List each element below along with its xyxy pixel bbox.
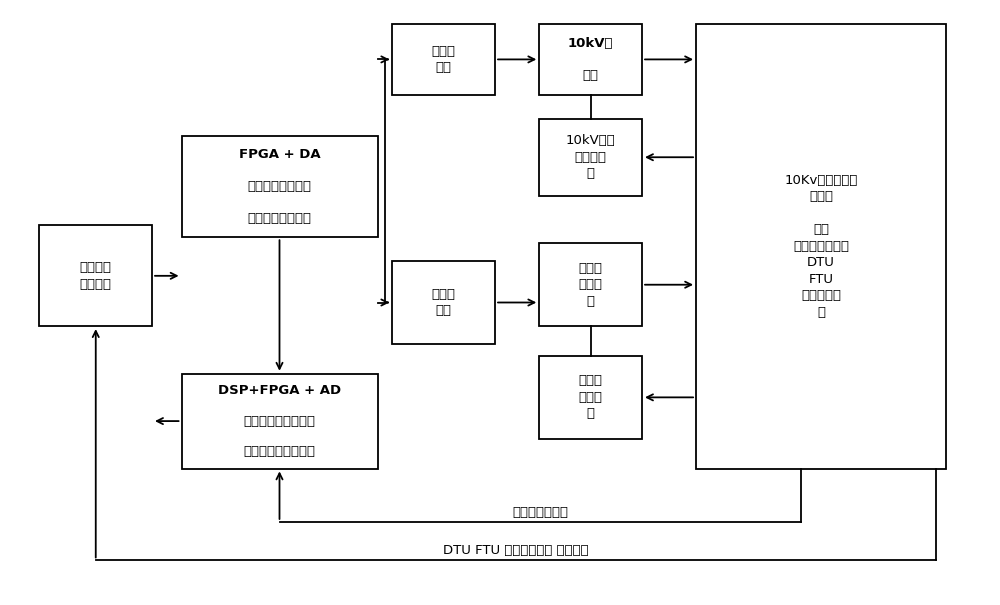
Bar <box>539 356 642 439</box>
Text: 标准电
流互感
器: 标准电 流互感 器 <box>579 374 603 420</box>
Bar <box>182 137 378 237</box>
Text: 压器: 压器 <box>583 69 599 82</box>
Text: 10kV标准
电压互感
器: 10kV标准 电压互感 器 <box>566 134 616 180</box>
Text: 加载故障录波数据: 加载故障录波数据 <box>248 180 312 194</box>
Bar <box>539 119 642 196</box>
Text: 生成故障模拟信号: 生成故障模拟信号 <box>248 212 312 226</box>
Text: 数字功
率源: 数字功 率源 <box>432 288 456 317</box>
Text: 10Kv配电线路一
次设备

内含
电流电压互感器
DTU
FTU
故障指示器
等: 10Kv配电线路一 次设备 内含 电流电压互感器 DTU FTU 故障指示器 等 <box>784 174 858 319</box>
Text: 10kV升: 10kV升 <box>568 37 613 50</box>
Text: FPGA + DA: FPGA + DA <box>239 148 320 162</box>
Text: DTU FTU 故障指示器等 通讯信号: DTU FTU 故障指示器等 通讯信号 <box>443 544 589 557</box>
Text: 标准电
流互感
器: 标准电 流互感 器 <box>579 262 603 308</box>
Text: 数字功
率源: 数字功 率源 <box>432 45 456 74</box>
Bar <box>539 24 642 95</box>
Bar <box>539 243 642 326</box>
Text: DSP+FPGA + AD: DSP+FPGA + AD <box>218 384 341 397</box>
Bar <box>392 261 495 344</box>
Bar <box>392 24 495 95</box>
Text: 采集被测互感器信号: 采集被测互感器信号 <box>244 445 316 458</box>
Text: 采集标准互感器信号: 采集标准互感器信号 <box>244 414 316 428</box>
Bar <box>39 226 152 326</box>
Bar <box>696 24 946 468</box>
Text: 电压互感器信号: 电压互感器信号 <box>512 506 568 519</box>
Text: 高性能工
业计算机: 高性能工 业计算机 <box>80 261 112 290</box>
Bar <box>182 374 378 468</box>
